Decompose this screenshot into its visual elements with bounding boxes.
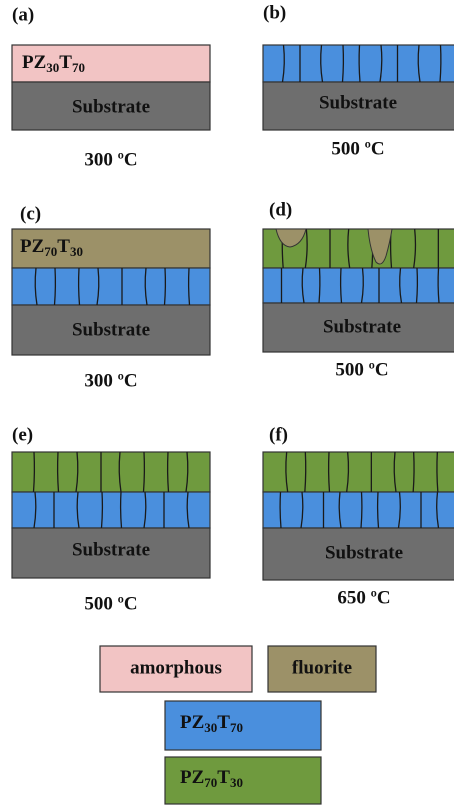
panel-label: (d) bbox=[269, 199, 292, 220]
legend-label: fluorite bbox=[292, 657, 352, 678]
formula-sub: 70 bbox=[72, 60, 85, 75]
temperature: 500 ºC bbox=[84, 593, 137, 614]
substrate-label: Substrate bbox=[72, 319, 150, 340]
pz70t30-layer bbox=[263, 452, 454, 492]
formula-part: T bbox=[217, 767, 230, 788]
panel-label: (b) bbox=[263, 2, 286, 23]
formula-sub: 30 bbox=[46, 60, 59, 75]
substrate-label: Substrate bbox=[72, 96, 150, 117]
substrate-label: Substrate bbox=[72, 539, 150, 560]
panel-label: (f) bbox=[269, 424, 288, 445]
pz30t70-layer bbox=[263, 268, 454, 303]
formula-sub: 70 bbox=[44, 244, 57, 259]
substrate-label: Substrate bbox=[319, 92, 397, 113]
formula-sub: 30 bbox=[70, 244, 83, 259]
diagram: (a) (b) (c) (d) (e) (f) PZ30T70 PZ70T30 … bbox=[0, 0, 454, 805]
temperature: 500 ºC bbox=[335, 359, 388, 380]
substrate-label: Substrate bbox=[325, 542, 403, 563]
substrate-label: Substrate bbox=[323, 316, 401, 337]
formula-part: T bbox=[217, 712, 230, 733]
formula-sub: 30 bbox=[230, 775, 243, 790]
legend-label: amorphous bbox=[130, 657, 222, 678]
temperature: 300 ºC bbox=[84, 370, 137, 391]
layers bbox=[12, 45, 454, 580]
pz30t70-layer bbox=[12, 268, 210, 305]
panel-label: (c) bbox=[20, 203, 41, 224]
formula-part: PZ bbox=[22, 52, 46, 73]
formula-part: PZ bbox=[20, 236, 44, 257]
pz30t70-layer bbox=[12, 492, 210, 528]
formula-part: PZ bbox=[180, 712, 204, 733]
pz70t30-layer bbox=[12, 452, 210, 492]
temperature: 300 ºC bbox=[84, 149, 137, 170]
formula-sub: 70 bbox=[204, 775, 217, 790]
formula-sub: 30 bbox=[204, 720, 217, 735]
formula-part: T bbox=[57, 236, 70, 257]
panel-label: (a) bbox=[12, 4, 34, 25]
pz30t70-layer bbox=[263, 492, 454, 528]
formula-sub: 70 bbox=[230, 720, 243, 735]
panel-label: (e) bbox=[12, 424, 33, 445]
formula-part: PZ bbox=[180, 767, 204, 788]
temperature: 500 ºC bbox=[331, 138, 384, 159]
formula-part: T bbox=[59, 52, 72, 73]
temperature: 650 ºC bbox=[337, 587, 390, 608]
